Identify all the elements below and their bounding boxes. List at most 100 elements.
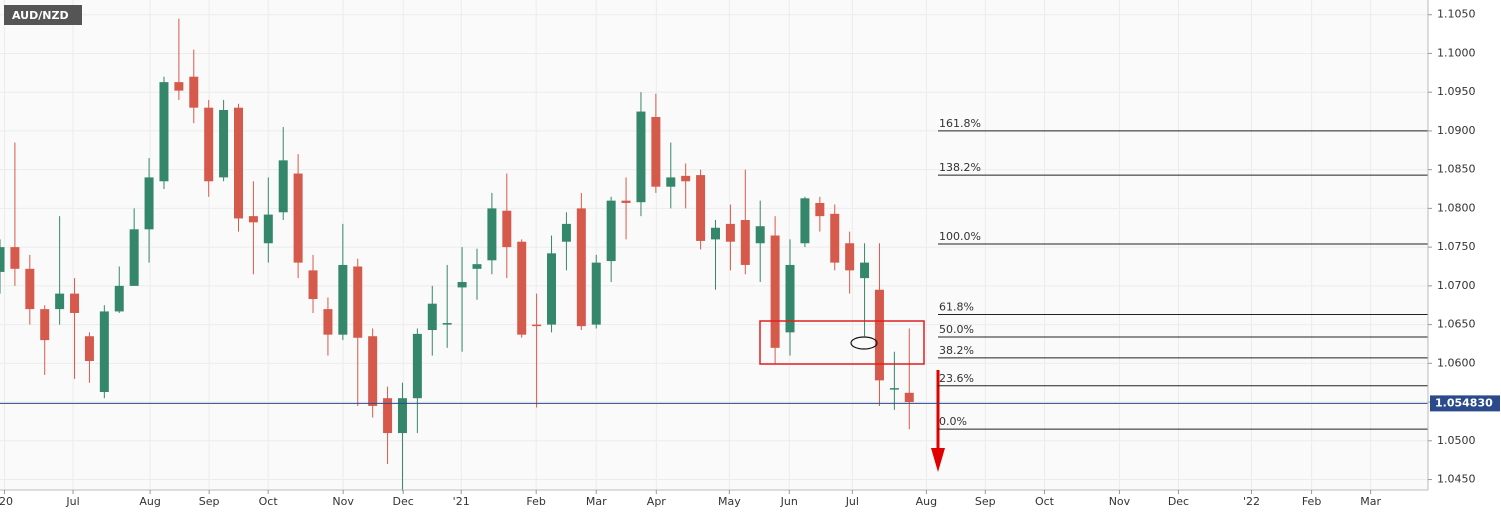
- y-tick-label: 1.0500: [1437, 434, 1476, 447]
- candle-body: [860, 262, 870, 279]
- fib-label: 50.0%: [939, 323, 974, 336]
- x-tick-label: Sep: [975, 495, 996, 508]
- candle-body: [770, 235, 780, 348]
- candle-body: [889, 388, 899, 390]
- candle-body: [487, 208, 497, 261]
- candle-body: [547, 253, 557, 325]
- title-box: [4, 5, 82, 25]
- arrow-head: [931, 448, 945, 472]
- y-tick-label: 1.1000: [1437, 46, 1476, 59]
- fib-label: 38.2%: [939, 344, 974, 357]
- x-tick-label: Jul: [65, 495, 79, 508]
- candle-body: [129, 229, 139, 286]
- candle-body: [308, 270, 318, 300]
- y-tick-label: 1.0750: [1437, 240, 1476, 253]
- candle-body: [189, 76, 199, 108]
- x-tick-label: Oct: [1035, 495, 1055, 508]
- x-tick-label: Feb: [526, 495, 545, 508]
- x-tick-label: Sep: [199, 495, 220, 508]
- x-tick-label: Aug: [139, 495, 160, 508]
- plot-background: [0, 0, 1428, 490]
- candle-body: [561, 223, 571, 242]
- candle-body: [666, 177, 676, 187]
- candle-body: [874, 289, 884, 381]
- candle-body: [755, 226, 765, 244]
- candle-body: [830, 213, 840, 263]
- highlight-box: [759, 320, 925, 365]
- candle-body: [725, 223, 735, 242]
- candle-body: [815, 202, 825, 217]
- fib-label: 138.2%: [939, 161, 981, 174]
- fib-label: 161.8%: [939, 117, 981, 130]
- x-tick-label: Dec: [393, 495, 414, 508]
- x-tick-label: Nov: [1109, 495, 1131, 508]
- candle-body: [219, 110, 229, 178]
- x-tick-label: Jun: [780, 495, 798, 508]
- candle-body: [99, 311, 109, 392]
- x-tick-label: May: [718, 495, 741, 508]
- candle-body: [696, 175, 706, 241]
- candle-body: [293, 173, 303, 263]
- candle-body: [457, 281, 467, 288]
- candle-body: [517, 241, 527, 335]
- candle-body: [368, 336, 378, 406]
- last-price-box: [1430, 395, 1500, 412]
- candle-body: [40, 309, 50, 341]
- x-tick-label: Aug: [916, 495, 937, 508]
- y-tick-label: 1.0900: [1437, 124, 1476, 137]
- y-tick-label: 1.0650: [1437, 318, 1476, 331]
- candle-body: [606, 200, 616, 262]
- candle-body: [114, 285, 124, 312]
- candle-body: [710, 227, 720, 240]
- candle-body: [502, 210, 512, 248]
- grid: [0, 0, 1428, 490]
- candle-body: [70, 293, 80, 313]
- candle-body: [278, 160, 288, 213]
- candle-body: [0, 247, 5, 272]
- candle-body: [248, 216, 258, 223]
- candle-body: [651, 116, 661, 187]
- candle-body: [621, 200, 631, 203]
- x-tick-label: Jul: [845, 495, 859, 508]
- candle-body: [174, 82, 184, 91]
- candle-body: [800, 198, 810, 244]
- x-tick-label: Oct: [259, 495, 279, 508]
- candle-body: [263, 214, 273, 244]
- candle-body: [323, 309, 333, 335]
- candle-body: [591, 262, 601, 325]
- candle-body: [532, 324, 542, 327]
- y-tick-label: 1.0950: [1437, 85, 1476, 98]
- x-tick-label: Mar: [586, 495, 607, 508]
- candle-body: [55, 293, 65, 310]
- candle-body: [412, 333, 422, 399]
- fib-label: 23.6%: [939, 372, 974, 385]
- x-tick-label: Dec: [1168, 495, 1189, 508]
- ellipse-marker: [850, 336, 878, 350]
- chart-title: AUD/NZD: [12, 9, 69, 22]
- candle-body: [845, 243, 855, 271]
- candle-body: [353, 266, 363, 338]
- candle-body: [383, 398, 393, 434]
- candle-body: [338, 264, 348, 335]
- candle-body: [472, 264, 482, 269]
- y-tick-label: 1.0850: [1437, 163, 1476, 176]
- y-tick-label: 1.0600: [1437, 356, 1476, 369]
- x-tick-label: '21: [453, 495, 470, 508]
- candle-body: [10, 247, 20, 269]
- candle-body: [740, 220, 750, 265]
- candle-body: [785, 264, 795, 333]
- x-tick-label: '20: [0, 495, 13, 508]
- candle-body: [442, 323, 452, 325]
- x-tick-label: Nov: [332, 495, 354, 508]
- x-tick-label: Apr: [647, 495, 667, 508]
- candle-body: [427, 303, 437, 331]
- annotations: 161.8% 138.2% 100.0% 61.8% 50.0% 38.2% 23.6% 0.…: [0, 117, 1428, 472]
- x-tick-label: '22: [1243, 495, 1260, 508]
- fib-label: 0.0%: [939, 415, 967, 428]
- candles: [0, 18, 914, 492]
- y-tick-label: 1.0800: [1437, 201, 1476, 214]
- candle-body: [159, 82, 169, 182]
- x-tick-label: Feb: [1302, 495, 1321, 508]
